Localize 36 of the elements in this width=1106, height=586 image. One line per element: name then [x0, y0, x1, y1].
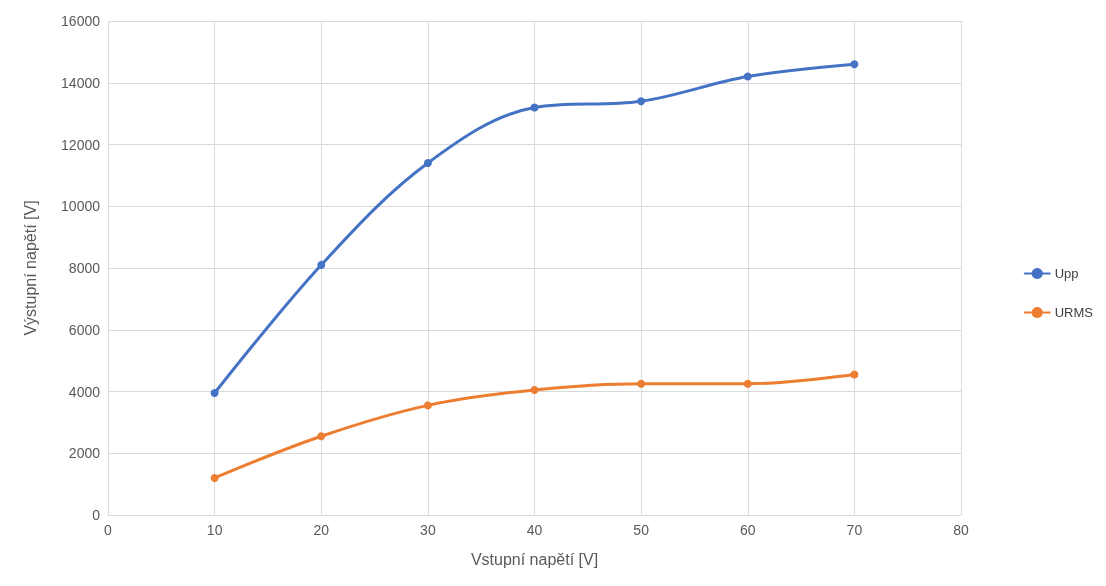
- x-tick-label: 70: [846, 522, 863, 538]
- y-axis-title: Výstupní napětí [V]: [21, 200, 39, 336]
- legend-label: URMS: [1054, 305, 1094, 320]
- point: [530, 103, 539, 112]
- x-tick-label: 50: [633, 522, 650, 538]
- point: [317, 432, 326, 441]
- legend-label: Upp: [1054, 266, 1079, 281]
- y-tick-label: 6000: [68, 321, 101, 338]
- point: [210, 389, 219, 398]
- y-tick-label: 10000: [61, 198, 101, 215]
- y-tick-label: 8000: [68, 260, 101, 276]
- x-tick-label: 60: [739, 522, 756, 538]
- y-tick-label: 4000: [68, 383, 101, 400]
- point: [637, 379, 646, 388]
- x-tick-label: 0: [104, 522, 113, 538]
- x-tick-label: 10: [206, 522, 223, 538]
- point: [850, 60, 859, 69]
- x-tick-label: 80: [953, 522, 969, 538]
- point: [210, 473, 219, 482]
- y-tick-label: 16000: [61, 13, 101, 29]
- point: [423, 401, 432, 410]
- point: [423, 159, 432, 168]
- point: [530, 385, 539, 394]
- x-tick-label: 30: [420, 522, 436, 538]
- point: [743, 379, 752, 388]
- point: [850, 370, 859, 379]
- y-tick-label: 12000: [61, 136, 101, 153]
- point: [317, 260, 326, 269]
- y-tick-label: 2000: [68, 445, 101, 462]
- x-tick-label: 40: [526, 522, 543, 538]
- point: [743, 72, 752, 81]
- x-tick-label: 20: [313, 522, 330, 538]
- point: [637, 97, 646, 106]
- x-axis-title: Vstupní napětí [V]: [470, 550, 599, 568]
- y-tick-label: 14000: [61, 74, 101, 91]
- y-tick-label: 0: [92, 507, 101, 523]
